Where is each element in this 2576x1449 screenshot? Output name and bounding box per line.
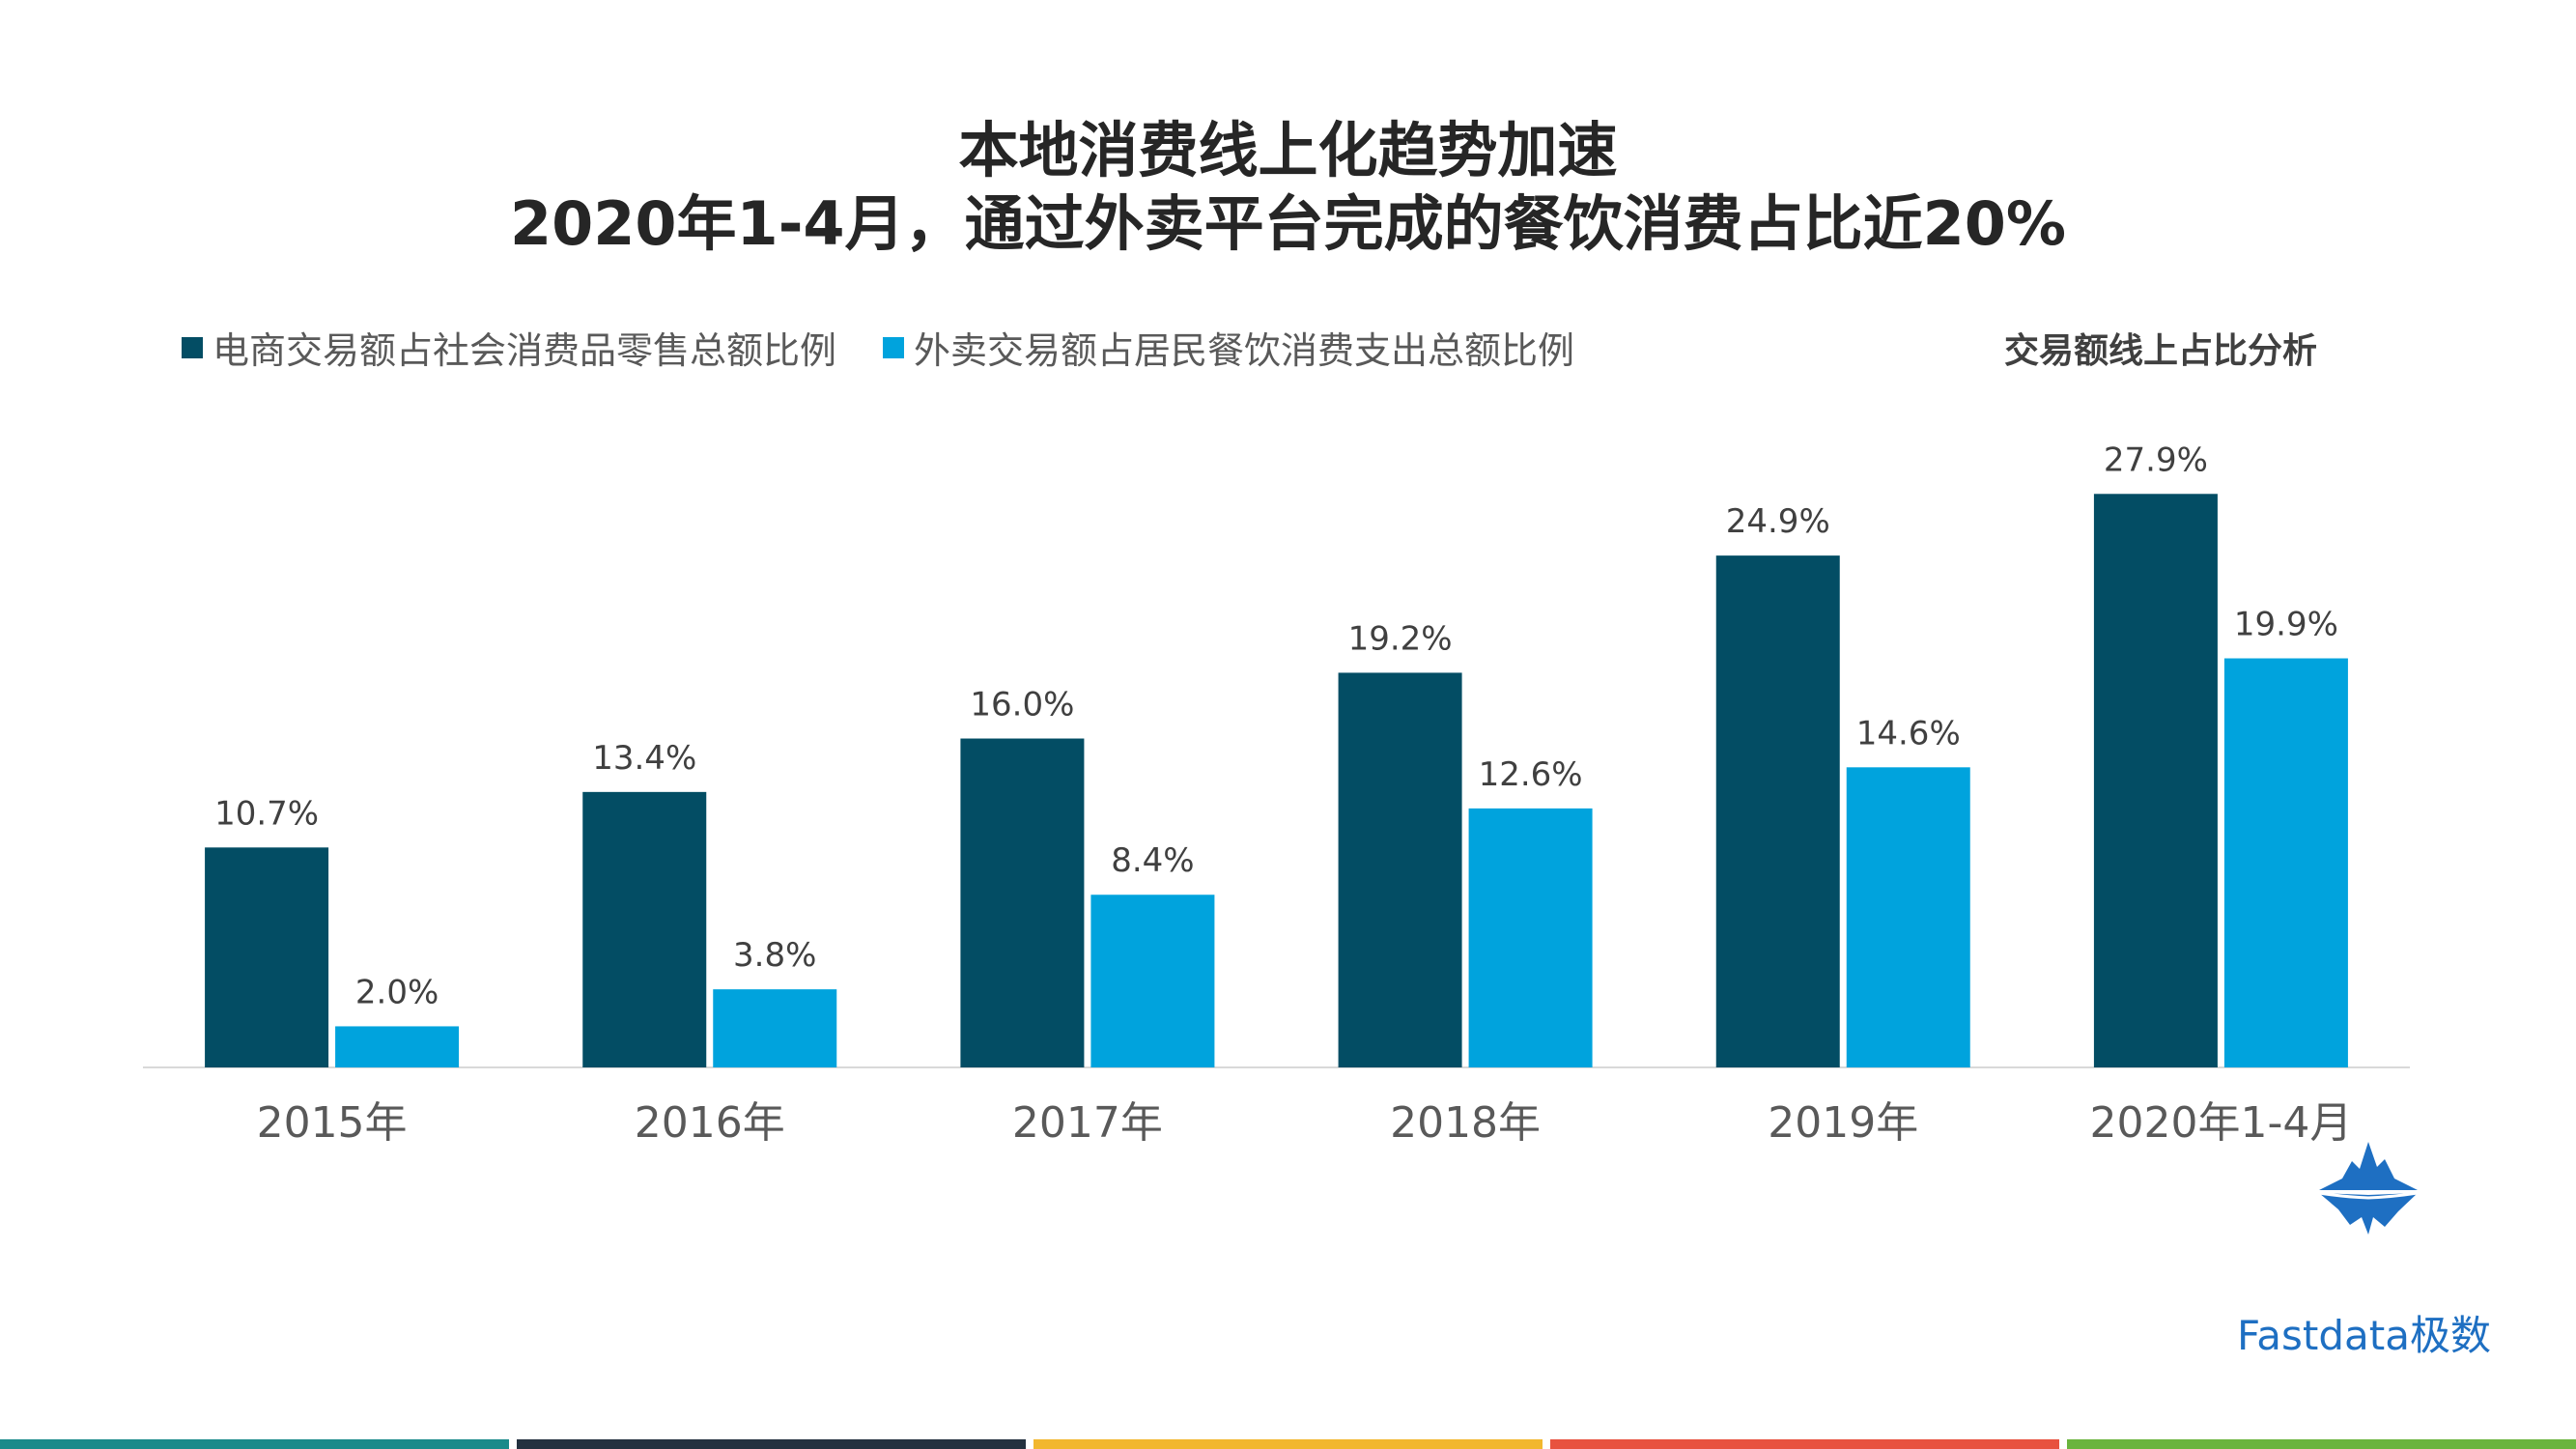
data-label: 27.9%	[2104, 440, 2208, 479]
bar-delivery	[335, 1026, 460, 1067]
title-line-2: 2020年1-4月，通过外卖平台完成的餐饮消费占比近20%	[510, 188, 2066, 259]
x-tick-label: 2016年	[635, 1098, 785, 1148]
chart-legend: 电商交易额占社会消费品零售总额比例 外卖交易额占居民餐饮消费支出总额比例	[182, 321, 1621, 374]
bar-delivery	[713, 989, 837, 1067]
data-label: 13.4%	[592, 739, 696, 778]
x-tick-label: 2020年1-4月	[2089, 1098, 2352, 1148]
legend-item-ecommerce: 电商交易额占社会消费品零售总额比例	[182, 321, 836, 374]
data-label: 2.0%	[355, 973, 439, 1011]
brand-block: Fastdata极数	[2221, 1140, 2491, 1362]
legend-swatch-ecommerce	[182, 336, 203, 358]
data-label: 24.9%	[1726, 502, 1830, 541]
footer-segment	[0, 1439, 509, 1449]
bar-delivery	[2223, 658, 2348, 1067]
bar-ecommerce	[582, 791, 707, 1067]
iceberg-logo-icon	[2318, 1142, 2419, 1235]
data-label: 12.6%	[1479, 755, 1583, 794]
x-tick-label: 2019年	[1768, 1098, 1918, 1148]
footer-color-bar	[0, 1439, 2576, 1449]
x-tick-label: 2017年	[1012, 1098, 1163, 1148]
data-label: 16.0%	[970, 686, 1074, 724]
x-tick-label: 2015年	[257, 1098, 408, 1148]
bar-ecommerce	[205, 847, 329, 1067]
chart-title: 本地消费线上化趋势加速 2020年1-4月，通过外卖平台完成的餐饮消费占比近20…	[0, 114, 2576, 261]
data-label: 3.8%	[733, 936, 816, 975]
title-line-1: 本地消费线上化趋势加速	[958, 115, 1618, 185]
footer-segment	[1033, 1439, 1543, 1449]
bar-ecommerce	[1338, 672, 1462, 1067]
footer-segment	[2067, 1439, 2576, 1449]
bar-ecommerce	[960, 738, 1085, 1067]
data-label: 10.7%	[214, 794, 319, 833]
data-label: 14.6%	[1856, 714, 1961, 753]
data-label: 19.9%	[2234, 606, 2338, 644]
bar-ecommerce	[2093, 494, 2218, 1068]
footer-segment	[1550, 1439, 2059, 1449]
brand-name: Fastdata极数	[2237, 1312, 2491, 1359]
data-label: 8.4%	[1111, 841, 1194, 880]
bar-delivery	[1846, 767, 1970, 1067]
legend-label-delivery: 外卖交易额占居民餐饮消费支出总额比例	[914, 329, 1575, 372]
footer-segment	[517, 1439, 1026, 1449]
bar-delivery	[1090, 895, 1215, 1067]
data-label: 19.2%	[1348, 619, 1453, 658]
x-tick-label: 2018年	[1390, 1098, 1541, 1148]
section-label: 交易额线上占比分析	[2003, 331, 2317, 371]
bar-delivery	[1468, 808, 1593, 1067]
legend-label-ecommerce: 电商交易额占社会消费品零售总额比例	[212, 329, 837, 372]
bar-chart: 10.7% 2.0% 2015年 13.4% 3.8% 2016年 16.0% 8.4% 201…	[143, 440, 2410, 1148]
bar-ecommerce	[1715, 555, 1840, 1067]
legend-swatch-delivery	[883, 336, 905, 358]
legend-item-delivery: 外卖交易额占居民餐饮消费支出总额比例	[883, 321, 1574, 374]
